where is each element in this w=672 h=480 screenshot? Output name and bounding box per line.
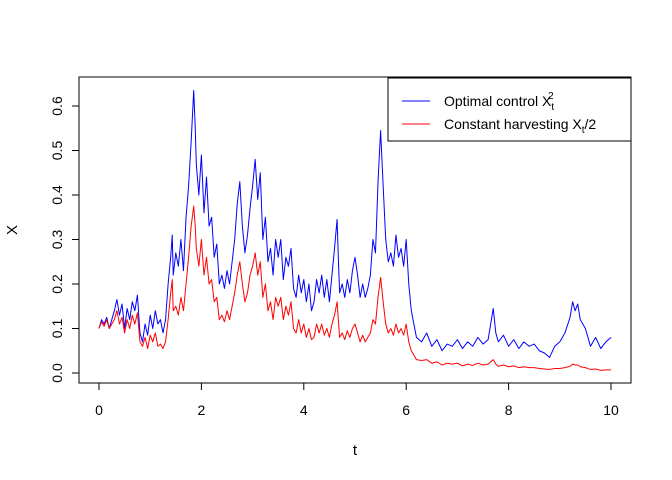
x-axis-label: t: [353, 442, 358, 459]
legend-entry-constant-harvesting-tail: /2: [585, 116, 597, 132]
y-tick-label: 0.5: [49, 141, 65, 161]
series-line-constant-harvesting: [98, 205, 611, 371]
x-tick-label: 2: [198, 402, 206, 418]
y-tick-label: 0.3: [49, 230, 65, 250]
series-line-optimal-control: [98, 89, 612, 358]
legend-entry-optimal-control-superscript: 2: [548, 91, 554, 102]
legend-entry-constant-harvesting: Constant harvesting Xt/2: [444, 116, 596, 136]
legend: Optimal control Xt2 Constant harvesting …: [387, 77, 632, 142]
y-tick-label: 0.2: [49, 274, 65, 294]
legend-entry-optimal-control-subscript: t: [551, 102, 554, 113]
x-tick-label: 6: [402, 402, 410, 418]
y-tick-label: 0.6: [49, 96, 65, 116]
axes-layer: 0 2 4 6 8 10 0.0 0.1 0.2 0.3 0.4 0.5 0.6: [49, 96, 619, 418]
x-tick-label: 8: [505, 402, 513, 418]
x-tick-label: 10: [603, 402, 619, 418]
legend-box: [387, 77, 632, 142]
y-axis-label: X: [4, 225, 21, 235]
series-layer: [98, 89, 612, 371]
legend-entry-constant-harvesting-main: Constant harvesting X: [444, 116, 582, 132]
y-tick-label: 0.4: [49, 185, 65, 205]
x-tick-label: 4: [300, 402, 308, 418]
x-tick-label: 0: [95, 402, 103, 418]
y-tick-label: 0.1: [49, 319, 65, 339]
legend-entry-constant-harvesting-subscript: t: [582, 125, 585, 136]
legend-entry-optimal-control: Optimal control Xt2: [444, 91, 554, 113]
y-tick-label: 0.0: [49, 363, 65, 383]
legend-entry-optimal-control-main: Optimal control X: [444, 93, 552, 109]
